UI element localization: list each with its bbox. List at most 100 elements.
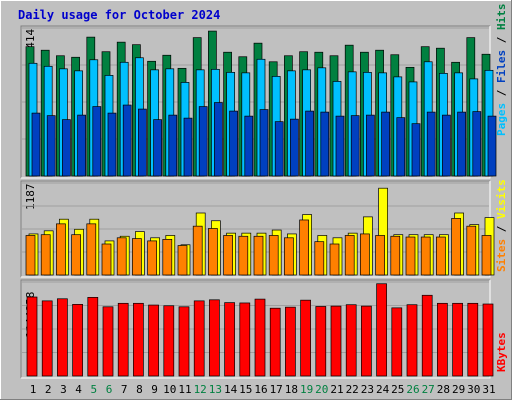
bar-kbytes-day-15 xyxy=(239,302,251,377)
bar-pages-day-14 xyxy=(229,110,238,177)
bar-kbytes-day-5 xyxy=(87,297,99,377)
bar-pages-day-27 xyxy=(426,111,436,177)
bar-pages-day-13 xyxy=(214,102,223,177)
day-label-12: 12 xyxy=(194,383,207,396)
bar-pages-day-19 xyxy=(305,110,314,177)
day-label-19: 19 xyxy=(300,383,313,396)
bar-kbytes-day-26 xyxy=(406,304,418,377)
bar-sites-day-17 xyxy=(268,235,279,276)
day-label-1: 1 xyxy=(30,383,37,396)
day-label-9: 9 xyxy=(151,383,158,396)
bar-pages-day-12 xyxy=(198,106,208,177)
panel-visits-bevel-light xyxy=(21,181,491,278)
day-label-27: 27 xyxy=(422,383,435,396)
bar-sites-day-19 xyxy=(299,219,309,276)
bar-pages-day-3 xyxy=(62,119,71,177)
day-label-5: 5 xyxy=(90,383,97,396)
legend-sep-3: / xyxy=(495,219,508,239)
bar-pages-day-31 xyxy=(487,115,497,177)
bar-sites-day-31 xyxy=(481,235,492,276)
bar-kbytes-day-23 xyxy=(361,305,372,377)
panel-visits-bevel-dark xyxy=(20,180,490,277)
bar-kbytes-day-20 xyxy=(315,306,327,377)
bar-sites-day-25 xyxy=(390,235,401,276)
bar-kbytes-day-10 xyxy=(163,305,175,377)
bar-kbytes-day-4 xyxy=(72,304,83,377)
legend-files: Files xyxy=(495,50,508,83)
day-label-14: 14 xyxy=(224,383,238,396)
panel-kbytes-bevel-dark xyxy=(20,279,490,378)
bar-pages-day-24 xyxy=(381,111,390,177)
bar-kbytes-day-19 xyxy=(300,299,311,377)
bar-sites-day-24 xyxy=(375,235,385,276)
legend-middle: Sites / Visits xyxy=(495,179,508,272)
bar-kbytes-day-8 xyxy=(133,302,144,377)
day-label-23: 23 xyxy=(361,383,374,396)
bar-kbytes-day-21 xyxy=(330,305,342,377)
bar-sites-day-30 xyxy=(466,225,477,276)
day-label-26: 26 xyxy=(406,383,419,396)
bar-kbytes-day-17 xyxy=(269,307,281,377)
bar-sites-day-1 xyxy=(25,235,36,276)
bar-sites-day-10 xyxy=(162,238,173,276)
day-label-21: 21 xyxy=(330,383,343,396)
bar-sites-day-14 xyxy=(223,235,233,276)
bar-sites-day-15 xyxy=(238,235,249,276)
legend-top: Pages / Files / Hits xyxy=(495,4,508,137)
day-label-25: 25 xyxy=(391,383,404,396)
bar-kbytes-day-7 xyxy=(117,302,129,377)
bar-pages-day-2 xyxy=(46,115,56,177)
day-label-18: 18 xyxy=(285,383,298,396)
bar-kbytes-day-29 xyxy=(452,302,463,377)
bar-kbytes-day-14 xyxy=(224,302,235,377)
panel-hits-bevel-dark xyxy=(20,25,490,178)
day-label-16: 16 xyxy=(254,383,267,396)
bar-pages-day-28 xyxy=(442,114,451,177)
bar-kbytes-day-3 xyxy=(57,298,68,377)
bar-kbytes-day-30 xyxy=(467,302,479,377)
bar-pages-day-7 xyxy=(122,104,132,177)
bar-sites-day-29 xyxy=(451,218,461,276)
bar-pages-day-1 xyxy=(31,112,41,177)
bar-kbytes-day-11 xyxy=(178,306,190,377)
bar-sites-day-20 xyxy=(314,241,325,276)
bar-pages-day-11 xyxy=(183,117,193,177)
bar-sites-day-12 xyxy=(192,225,203,276)
bar-kbytes-day-27 xyxy=(421,294,433,377)
legend-pages: Pages xyxy=(495,103,508,136)
bar-pages-day-30 xyxy=(472,111,482,177)
bar-sites-day-23 xyxy=(360,233,370,276)
bar-sites-day-28 xyxy=(436,236,446,276)
bar-pages-day-17 xyxy=(274,121,284,177)
bar-sites-day-4 xyxy=(71,234,81,276)
day-label-2: 2 xyxy=(45,383,52,396)
day-label-24: 24 xyxy=(376,383,390,396)
legend-hits: Hits xyxy=(495,4,508,31)
day-label-20: 20 xyxy=(315,383,328,396)
bar-sites-day-3 xyxy=(56,223,66,276)
bar-sites-day-7 xyxy=(116,237,127,276)
bar-kbytes-day-6 xyxy=(102,306,114,377)
bar-pages-day-9 xyxy=(153,119,162,177)
day-label-30: 30 xyxy=(467,383,480,396)
bar-pages-day-21 xyxy=(335,115,345,177)
day-label-7: 7 xyxy=(121,383,128,396)
bar-kbytes-day-31 xyxy=(482,303,494,377)
bar-pages-day-10 xyxy=(168,114,178,177)
legend-sep-1: / xyxy=(495,83,508,103)
bar-kbytes-day-22 xyxy=(345,304,357,377)
bar-kbytes-day-12 xyxy=(193,300,205,377)
day-label-8: 8 xyxy=(136,383,143,396)
day-label-13: 13 xyxy=(209,383,222,396)
legend-sep-2: / xyxy=(495,30,508,50)
day-label-10: 10 xyxy=(163,383,176,396)
bar-pages-day-25 xyxy=(396,117,406,177)
bar-pages-day-18 xyxy=(290,118,299,177)
bars-layer xyxy=(25,30,497,377)
bar-pages-day-23 xyxy=(366,114,375,177)
bar-pages-day-8 xyxy=(138,108,147,177)
bar-pages-day-16 xyxy=(259,109,269,177)
bar-kbytes-day-25 xyxy=(391,307,403,377)
bar-kbytes-day-2 xyxy=(41,300,53,377)
day-label-11: 11 xyxy=(178,383,191,396)
